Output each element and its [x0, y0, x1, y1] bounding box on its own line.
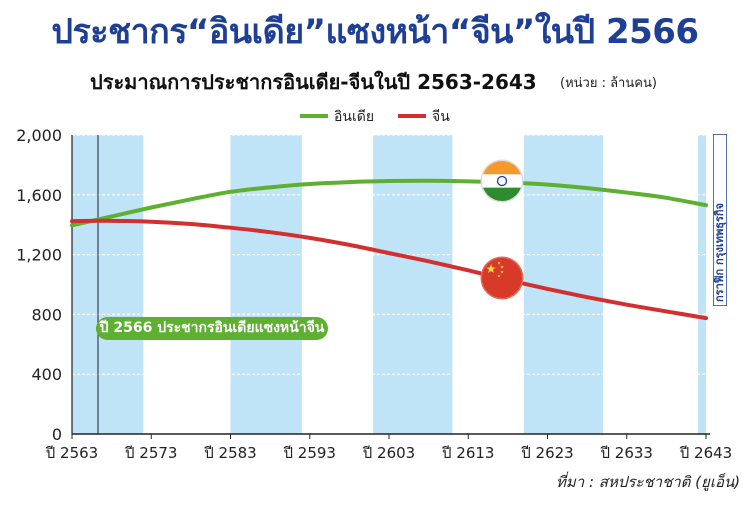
headline: ประชากร“อินเดีย”แซงหน้า“จีน”ในปี 2566: [51, 12, 699, 52]
x-tick-label: ปี 2623: [520, 444, 573, 462]
y-tick-label: 2,000: [16, 126, 62, 145]
x-tick-label: ปี 2563: [45, 444, 98, 462]
date-text: 5/10/2566: [711, 286, 727, 358]
y-tick-label: 800: [31, 305, 62, 324]
legend-label: อินเดีย: [334, 109, 374, 125]
x-tick-label: ปี 2633: [600, 444, 653, 462]
x-tick-label: ปี 2643: [679, 444, 732, 462]
unit-note: (หน่วย : ล้านคน): [560, 76, 657, 91]
x-tick-label: ปี 2603: [362, 444, 415, 462]
callout-label: ปี 2566 ประชากรอินเดียแซงหน้าจีน: [96, 317, 328, 340]
x-tick-label: ปี 2613: [441, 444, 494, 462]
legend-label: จีน: [432, 109, 450, 125]
legend: อินเดีย จีน: [300, 109, 450, 125]
background-band: [373, 135, 453, 434]
source-note: ที่มา : สหประชาชาติ (ยูเอ็น): [556, 473, 741, 491]
x-tick-label: ปี 2583: [203, 444, 256, 462]
series-line-china: [70, 218, 708, 321]
india-flag-icon: [480, 159, 524, 203]
background-band: [698, 135, 706, 434]
series-lines: [70, 178, 708, 321]
chart-subtitle: ประมาณการประชากรอินเดีย-จีนในปี 2563-264…: [90, 70, 537, 94]
y-tick-label: 1,200: [16, 246, 62, 265]
grid-lines: 0 400 800 1,200 1,600 2,000: [16, 126, 706, 444]
y-tick-label: 0: [52, 425, 62, 444]
axes: ปี 2563 ปี 2573 ปี 2583 ปี 2593 ปี 2603 ปี 26…: [45, 135, 732, 462]
x-tick-label: ปี 2593: [283, 444, 336, 462]
credit-text: กราฟิก กรุงเทพธุรกิจ: [713, 203, 727, 302]
series-line-india: [70, 178, 708, 228]
y-tick-label: 400: [31, 365, 62, 384]
y-tick-label: 1,600: [16, 186, 62, 205]
x-tick-label: ปี 2573: [124, 444, 177, 462]
flag-markers: [480, 159, 524, 300]
china-flag-icon: [480, 256, 524, 300]
background-band: [72, 135, 144, 434]
credit-badge: กราฟิก กรุงเทพธุรกิจ: [713, 134, 727, 306]
background-band: [230, 135, 302, 434]
